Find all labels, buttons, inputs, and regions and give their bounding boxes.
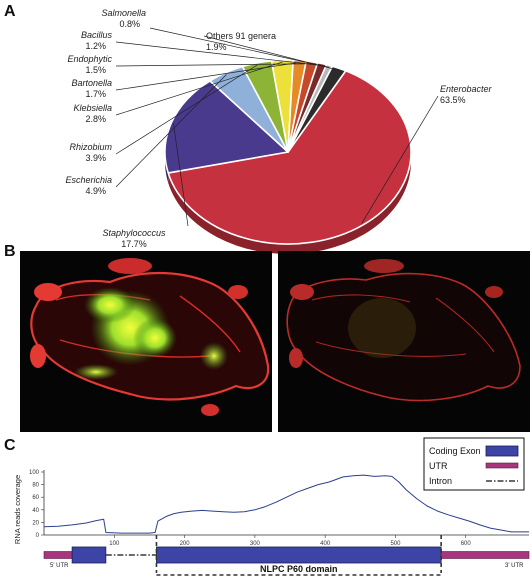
legend-label-coding-exon: Coding Exon bbox=[429, 446, 481, 456]
gene-exon-3 bbox=[156, 546, 442, 564]
pie-value-salmonella: 0.8% bbox=[119, 19, 140, 29]
y-tick-label-80: 80 bbox=[32, 483, 39, 489]
gene-utr-0 bbox=[43, 551, 73, 559]
x-tick-label-600: 600 bbox=[461, 541, 472, 547]
pie-label-rhizobium: Rhizobium bbox=[69, 142, 112, 152]
y-tick-label-100: 100 bbox=[29, 470, 40, 476]
pie-leader-endophytic bbox=[115, 63, 312, 67]
panel-b-letter: B bbox=[4, 243, 16, 260]
y-tick-label-20: 20 bbox=[32, 520, 39, 526]
pie-value-staphylococcus: 17.7% bbox=[121, 239, 147, 249]
utr3-label: 3' UTR bbox=[505, 563, 524, 569]
x-tick-label-300: 300 bbox=[250, 541, 261, 547]
y-tick-label-40: 40 bbox=[32, 508, 39, 514]
pie-leader-salmonella bbox=[149, 27, 329, 68]
pie-value-klebsiella: 2.8% bbox=[85, 114, 106, 124]
x-tick-label-200: 200 bbox=[180, 541, 191, 547]
pie-value-enterobacter: 63.5% bbox=[440, 95, 466, 105]
pie-slice-others-91-genera bbox=[287, 65, 347, 153]
pie-leader-rhizobium bbox=[115, 64, 258, 155]
coverage-line-0 bbox=[43, 474, 529, 534]
pie-value-others-91-genera: 1.9% bbox=[206, 42, 227, 52]
pie-leader-enterobacter bbox=[361, 95, 439, 224]
pie-leader-bartonella bbox=[115, 62, 300, 91]
pie-label-endophytic: Endophytic bbox=[67, 54, 112, 64]
domain-label: NLPC P60 domain bbox=[260, 564, 338, 574]
pie-leader-others-91-genera bbox=[203, 35, 339, 71]
y-tick-label-60: 60 bbox=[32, 495, 39, 501]
pie-label-klebsiella: Klebsiella bbox=[73, 103, 112, 113]
pie-label-bartonella: Bartonella bbox=[71, 78, 112, 88]
pie-value-bartonella: 1.7% bbox=[85, 89, 106, 99]
legend-swatch-coding-exon bbox=[485, 445, 519, 457]
pie-label-salmonella: Salmonella bbox=[101, 8, 146, 18]
pie-label-escherichia: Escherichia bbox=[65, 175, 112, 185]
pie-leader-staphylococcus bbox=[173, 123, 189, 227]
panel-a-letter: A bbox=[4, 3, 16, 20]
pie-label-staphylococcus: Staphylococcus bbox=[102, 228, 166, 238]
pie-leader-bacillus bbox=[115, 41, 322, 66]
x-tick-label-400: 400 bbox=[320, 541, 331, 547]
pie-value-endophytic: 1.5% bbox=[85, 65, 106, 75]
gene-model: 5' UTR 3' UTR NLPC P60 domain bbox=[43, 535, 530, 576]
pie-value-rhizobium: 3.9% bbox=[85, 153, 106, 163]
gene-utr-4 bbox=[440, 551, 530, 559]
x-tick-label-100: 100 bbox=[109, 541, 120, 547]
y-tick-label-0: 0 bbox=[36, 533, 40, 539]
legend-label-intron: Intron bbox=[429, 476, 452, 486]
pie-value-bacillus: 1.2% bbox=[85, 41, 106, 51]
micrograph-left bbox=[20, 251, 272, 432]
pie-value-escherichia: 4.9% bbox=[85, 186, 106, 196]
micrograph-right bbox=[278, 251, 530, 432]
pie-label-enterobacter: Enterobacter bbox=[440, 84, 493, 94]
legend-label-utr: UTR bbox=[429, 461, 448, 471]
panel-c-letter: C bbox=[4, 437, 16, 454]
pie-leader-klebsiella bbox=[115, 61, 283, 116]
y-axis-title: RNA reads coverage bbox=[13, 475, 22, 544]
pie-label-bacillus: Bacillus bbox=[81, 30, 113, 40]
x-tick-label-500: 500 bbox=[390, 541, 401, 547]
coverage-legend: Coding Exon UTR Intron bbox=[423, 437, 525, 491]
pie-label-others-91-genera: Others 91 genera bbox=[206, 31, 276, 41]
pie-leader-escherichia bbox=[115, 74, 227, 188]
gene-exon-1 bbox=[71, 546, 107, 564]
utr5-label: 5' UTR bbox=[50, 563, 69, 569]
coverage-chart: 0 20 40 60 80 100 100 200 300 400 500 600 RNA reads … bbox=[13, 470, 529, 547]
pie-slice-enterobacter bbox=[167, 69, 412, 245]
legend-swatch-utr bbox=[485, 462, 519, 469]
